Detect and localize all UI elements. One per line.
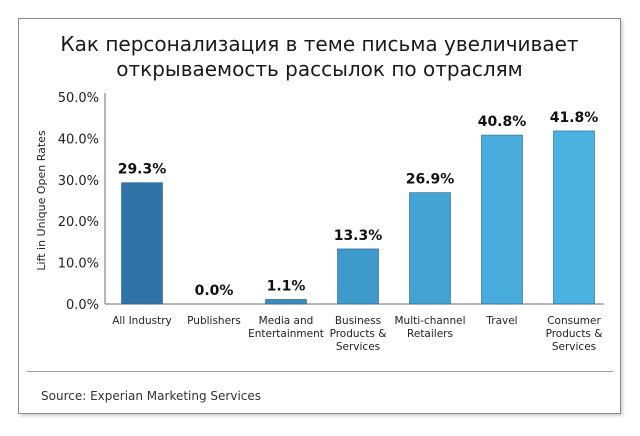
x-tick-label: Consumer [547, 315, 601, 327]
source-note: Source: Experian Marketing Services [41, 389, 262, 403]
y-tick-label: 10.0% [58, 257, 99, 272]
bar [553, 130, 595, 305]
x-tick-label: All Industry [112, 315, 172, 327]
y-tick-label: 40.0% [58, 132, 99, 147]
y-tick-label: 0.0% [66, 298, 99, 313]
x-tick-label: Travel [485, 315, 517, 327]
bar-value-label: 29.3% [118, 162, 167, 178]
x-tick-label: Products & [330, 328, 387, 340]
footer-divider [27, 371, 613, 372]
bar [121, 182, 163, 305]
bar-value-label: 0.0% [195, 283, 234, 299]
bar-value-label: 41.8% [550, 110, 599, 126]
x-tick-label: Publishers [187, 315, 241, 327]
y-tick-label: 50.0% [58, 91, 99, 106]
y-axis-title: Lift in Unique Open Rates [35, 130, 48, 271]
bar [337, 248, 379, 305]
x-tick-label: Services [552, 341, 596, 353]
x-tick-label: Services [336, 341, 380, 353]
bar-value-label: 26.9% [406, 172, 455, 188]
chart-title: Как персонализация в теме письма увеличи… [19, 32, 620, 82]
x-tick-label: Media and [259, 315, 314, 327]
chart-frame: Как персонализация в теме письма увеличи… [18, 18, 621, 414]
x-tick-label: Multi-channel [394, 315, 465, 327]
x-tick-label: Entertainment [248, 328, 324, 340]
bar-value-label: 40.8% [478, 114, 527, 130]
y-tick-label: 30.0% [58, 174, 99, 189]
chart-title-line-1: Как персонализация в теме письма увеличи… [60, 32, 579, 56]
x-tick-label: Products & [546, 328, 603, 340]
bar [265, 299, 307, 305]
y-tick-label: 20.0% [58, 215, 99, 230]
bar [481, 134, 523, 305]
bar-value-label: 1.1% [267, 278, 306, 294]
x-tick-label: Business [335, 315, 381, 327]
bar-value-label: 13.3% [334, 228, 383, 244]
x-tick-label: Retailers [407, 328, 453, 340]
bar [409, 192, 451, 305]
chart-title-line-2: открываемость рассылок по отраслям [116, 57, 523, 81]
bar-chart: 0.0% 10.0% 20.0% 30.0% 40.0% 50.0% Lift in Uni… [35, 91, 604, 353]
